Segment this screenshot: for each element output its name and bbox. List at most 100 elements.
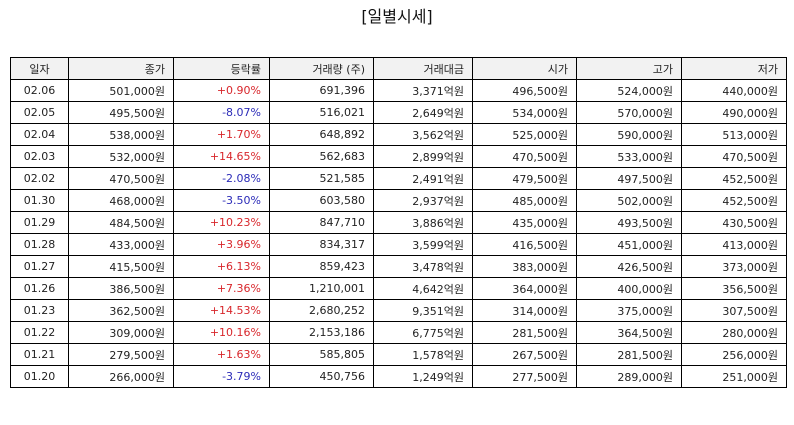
table-row: 02.02 470,500원 -2.08% 521,585 2,491억원 479,500…	[10, 167, 787, 190]
cell-date: 02.05	[10, 101, 69, 124]
cell-low: 251,000원	[681, 365, 787, 388]
cell-date: 01.28	[10, 233, 69, 256]
cell-high: 570,000원	[576, 101, 682, 124]
cell-open: 470,500원	[472, 145, 577, 168]
cell-low: 373,000원	[681, 255, 787, 278]
table-row: 02.04 538,000원 +1.70% 648,892 3,562억원 525,000…	[10, 123, 787, 146]
cell-close: 495,500원	[68, 101, 174, 124]
cell-date: 01.21	[10, 343, 69, 366]
header-high: 고가	[576, 57, 682, 80]
cell-close: 501,000원	[68, 79, 174, 102]
cell-high: 590,000원	[576, 123, 682, 146]
cell-amount: 1,249억원	[373, 365, 473, 388]
cell-high: 364,500원	[576, 321, 682, 344]
table-row: 01.28 433,000원 +3.96% 834,317 3,599억원 416,500…	[10, 233, 787, 256]
cell-change: -3.50%	[173, 189, 270, 212]
cell-close: 279,500원	[68, 343, 174, 366]
cell-date: 02.03	[10, 145, 69, 168]
table-row: 01.27 415,500원 +6.13% 859,423 3,478억원 383,000…	[10, 255, 787, 278]
table-row: 01.29 484,500원 +10.23% 847,710 3,886억원 435,00…	[10, 211, 787, 234]
cell-high: 524,000원	[576, 79, 682, 102]
cell-high: 502,000원	[576, 189, 682, 212]
table-row: 01.23 362,500원 +14.53% 2,680,252 9,351억원 314,…	[10, 299, 787, 322]
header-change: 등락률	[173, 57, 270, 80]
cell-amount: 2,937억원	[373, 189, 473, 212]
cell-change: +10.16%	[173, 321, 270, 344]
cell-change: +7.36%	[173, 277, 270, 300]
cell-amount: 3,599억원	[373, 233, 473, 256]
cell-volume: 648,892	[269, 123, 374, 146]
cell-date: 02.06	[10, 79, 69, 102]
header-volume: 거래량 (주)	[269, 57, 374, 80]
cell-low: 470,500원	[681, 145, 787, 168]
cell-open: 314,000원	[472, 299, 577, 322]
cell-close: 433,000원	[68, 233, 174, 256]
cell-change: +10.23%	[173, 211, 270, 234]
cell-amount: 3,371억원	[373, 79, 473, 102]
cell-volume: 847,710	[269, 211, 374, 234]
cell-low: 490,000원	[681, 101, 787, 124]
cell-date: 02.04	[10, 123, 69, 146]
cell-volume: 834,317	[269, 233, 374, 256]
cell-date: 01.26	[10, 277, 69, 300]
table-row: 02.05 495,500원 -8.07% 516,021 2,649억원 534,000…	[10, 101, 787, 124]
table-row: 01.30 468,000원 -3.50% 603,580 2,937억원 485,000…	[10, 189, 787, 212]
cell-open: 281,500원	[472, 321, 577, 344]
cell-close: 309,000원	[68, 321, 174, 344]
cell-open: 485,000원	[472, 189, 577, 212]
table-row: 01.21 279,500원 +1.63% 585,805 1,578억원 267,500…	[10, 343, 787, 366]
cell-open: 364,000원	[472, 277, 577, 300]
cell-volume: 691,396	[269, 79, 374, 102]
cell-volume: 585,805	[269, 343, 374, 366]
cell-change: -3.79%	[173, 365, 270, 388]
cell-low: 280,000원	[681, 321, 787, 344]
cell-open: 383,000원	[472, 255, 577, 278]
cell-open: 416,500원	[472, 233, 577, 256]
cell-low: 513,000원	[681, 123, 787, 146]
cell-low: 307,500원	[681, 299, 787, 322]
cell-open: 525,000원	[472, 123, 577, 146]
cell-amount: 1,578억원	[373, 343, 473, 366]
cell-low: 430,500원	[681, 211, 787, 234]
cell-amount: 3,886억원	[373, 211, 473, 234]
cell-change: +14.53%	[173, 299, 270, 322]
header-open: 시가	[472, 57, 577, 80]
cell-date: 01.20	[10, 365, 69, 388]
table-row: 02.06 501,000원 +0.90% 691,396 3,371억원 496,500…	[10, 79, 787, 102]
cell-amount: 2,649억원	[373, 101, 473, 124]
cell-low: 356,500원	[681, 277, 787, 300]
cell-open: 277,500원	[472, 365, 577, 388]
cell-change: +1.63%	[173, 343, 270, 366]
cell-date: 01.23	[10, 299, 69, 322]
cell-change: +0.90%	[173, 79, 270, 102]
cell-high: 533,000원	[576, 145, 682, 168]
cell-change: +14.65%	[173, 145, 270, 168]
cell-close: 484,500원	[68, 211, 174, 234]
header-amount: 거래대금	[373, 57, 473, 80]
cell-volume: 450,756	[269, 365, 374, 388]
cell-amount: 6,775억원	[373, 321, 473, 344]
cell-open: 496,500원	[472, 79, 577, 102]
cell-low: 452,500원	[681, 167, 787, 190]
table-row: 01.26 386,500원 +7.36% 1,210,001 4,642억원 364,0…	[10, 277, 787, 300]
cell-open: 479,500원	[472, 167, 577, 190]
cell-close: 532,000원	[68, 145, 174, 168]
cell-volume: 2,153,186	[269, 321, 374, 344]
cell-high: 426,500원	[576, 255, 682, 278]
cell-change: +3.96%	[173, 233, 270, 256]
cell-open: 534,000원	[472, 101, 577, 124]
cell-volume: 2,680,252	[269, 299, 374, 322]
cell-close: 386,500원	[68, 277, 174, 300]
cell-amount: 2,491억원	[373, 167, 473, 190]
cell-change: +6.13%	[173, 255, 270, 278]
cell-date: 02.02	[10, 167, 69, 190]
cell-amount: 3,562억원	[373, 123, 473, 146]
cell-amount: 3,478억원	[373, 255, 473, 278]
cell-close: 470,500원	[68, 167, 174, 190]
cell-open: 267,500원	[472, 343, 577, 366]
cell-high: 289,000원	[576, 365, 682, 388]
cell-date: 01.27	[10, 255, 69, 278]
header-date: 일자	[10, 57, 69, 80]
cell-volume: 516,021	[269, 101, 374, 124]
table-row: 01.20 266,000원 -3.79% 450,756 1,249억원 277,500…	[10, 365, 787, 388]
